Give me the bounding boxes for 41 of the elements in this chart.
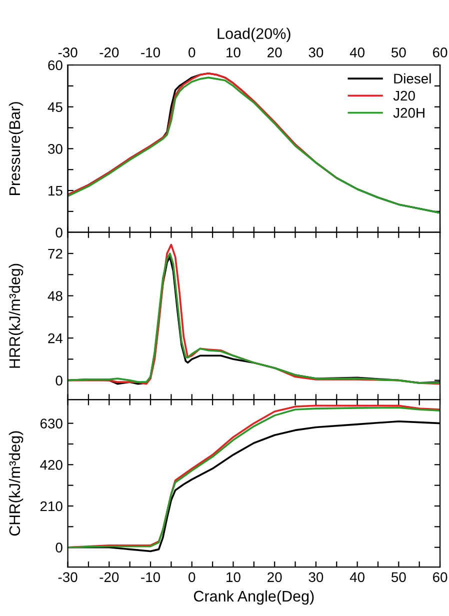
x-tick-label: -30	[58, 572, 78, 582]
x2-tick-label: 0	[188, 48, 196, 58]
x2-tick-label: 50	[391, 48, 406, 58]
y-tick-label: 210	[40, 501, 62, 512]
y-tick-label: 72	[48, 248, 62, 259]
y-tick-label: 60	[48, 60, 62, 70]
y-tick-label: 15	[48, 186, 62, 196]
x-tick-label: -10	[141, 572, 160, 582]
y-tick-label: 0	[56, 542, 62, 553]
y-axis-title: Pressure(Bar)	[8, 102, 24, 195]
x-tick-label: 20	[268, 572, 282, 582]
x-tick-label: -20	[100, 572, 119, 582]
y-axis-title: HRR(kJ/m³deg)	[8, 264, 24, 368]
x2-tick-label: -10	[141, 48, 160, 58]
x-tick-label: 30	[308, 572, 324, 582]
x-tick-label: 50	[391, 572, 406, 582]
x2-tick-label: 20	[268, 48, 282, 58]
y-tick-label: 0	[56, 376, 62, 386]
y-tick-label: 630	[40, 418, 62, 428]
x2-tick-label: 60	[433, 48, 448, 58]
legend-label: Diesel	[394, 73, 431, 84]
x2-tick-label: -20	[100, 48, 119, 58]
y-tick-label: 0	[56, 228, 62, 238]
legend-label: J20H	[393, 108, 424, 118]
x-axis-title: Crank Angle(Deg)	[194, 590, 314, 605]
x-tick-label: 10	[226, 572, 240, 582]
x2-tick-label: 40	[350, 48, 364, 58]
x2-tick-label: -30	[58, 48, 78, 58]
y-axis-title: CHR(kJ/m³deg)	[8, 431, 24, 536]
x2-axis-title: Load(20%)	[218, 28, 290, 42]
x2-tick-label: 30	[308, 48, 324, 58]
legend-label: J20	[393, 90, 415, 101]
y-tick-label: 24	[48, 333, 63, 344]
y-tick-label: 45	[48, 102, 62, 112]
y-tick-label: 420	[40, 460, 62, 470]
x-tick-label: 60	[433, 572, 448, 582]
x-tick-label: 40	[350, 572, 364, 582]
x2-tick-label: 10	[226, 48, 240, 58]
y-tick-label: 30	[48, 144, 62, 154]
y-tick-label: 48	[48, 291, 62, 301]
x-tick-label: 0	[188, 572, 196, 582]
